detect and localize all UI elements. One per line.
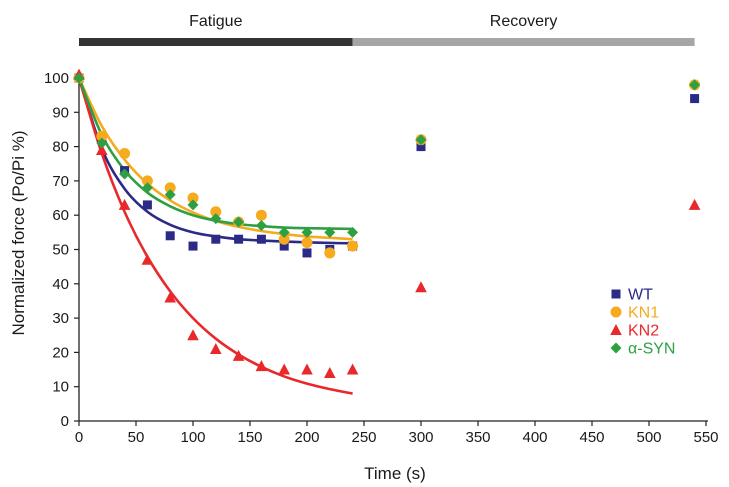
data-markers [73, 68, 701, 378]
x-tick-label: 0 [75, 429, 83, 446]
y-tick-label: 90 [52, 104, 69, 121]
y-tick-label: 20 [52, 344, 69, 361]
phase-bars: Fatigue Recovery [79, 13, 695, 46]
data-point-kn2 [278, 363, 290, 375]
data-point-kn1 [255, 209, 267, 221]
data-point-syn [187, 199, 199, 211]
data-point-wt [302, 248, 312, 258]
data-point-wt [188, 241, 198, 251]
data-point-kn1 [164, 182, 176, 194]
legend-label-kn1: KN1 [628, 305, 659, 322]
data-point-kn1 [324, 247, 336, 259]
x-tick-label: 250 [351, 429, 376, 446]
data-point-wt [211, 234, 221, 244]
legend-label-syn: α-SYN [628, 341, 675, 358]
data-point-syn [141, 182, 153, 194]
y-tick-label: 40 [52, 276, 69, 293]
legend-marker-kn2 [610, 324, 622, 335]
data-point-syn [255, 219, 267, 231]
data-point-kn2 [187, 329, 199, 341]
data-point-syn [73, 72, 85, 84]
data-point-kn1 [187, 192, 199, 204]
data-point-syn [278, 226, 290, 238]
data-point-syn [233, 216, 245, 228]
data-point-kn2 [232, 349, 245, 361]
data-point-kn2 [415, 281, 427, 293]
data-point-syn [119, 168, 131, 180]
phase-label-recovery: Recovery [490, 13, 558, 30]
data-point-kn2 [118, 198, 131, 210]
data-point-wt [165, 231, 175, 241]
x-tick-label: 400 [522, 429, 547, 446]
data-point-kn2 [141, 253, 154, 265]
data-point-kn2 [210, 342, 222, 354]
x-tick-label: 100 [180, 429, 205, 446]
axes: 0 50 100 150 200 250 300 350 400 450 500 550 0 10 20 30… [44, 70, 719, 446]
fit-line-kn2 [77, 77, 353, 395]
data-point-syn [415, 134, 427, 146]
y-axis-title: Normalized force (Po/Pi %) [9, 130, 28, 335]
x-tick-label: 300 [408, 429, 433, 446]
data-point-kn1 [96, 130, 108, 142]
data-point-syn [689, 79, 701, 91]
data-point-kn1 [347, 240, 359, 252]
data-point-wt [234, 234, 244, 244]
x-tick-label: 200 [294, 429, 319, 446]
legend-label-kn2: KN2 [628, 323, 659, 340]
x-tick-label: 350 [465, 429, 490, 446]
x-tick-label: 500 [636, 429, 661, 446]
legend-marker-syn [610, 342, 622, 354]
data-point-syn [96, 137, 108, 149]
data-point-syn [301, 226, 313, 238]
data-point-kn2 [96, 144, 108, 156]
data-point-kn2 [346, 363, 359, 375]
data-point-syn [210, 213, 222, 225]
data-point-wt [416, 142, 426, 152]
data-point-kn1 [301, 237, 313, 249]
y-tick-label: 10 [52, 379, 69, 396]
y-tick-label: 70 [52, 173, 69, 190]
data-point-syn [164, 189, 176, 201]
data-point-kn2 [164, 291, 176, 303]
data-point-kn1 [119, 147, 131, 159]
x-tick-label: 450 [579, 429, 604, 446]
data-point-syn [347, 226, 359, 238]
phase-label-fatigue: Fatigue [189, 13, 242, 30]
x-tick-label: 150 [237, 429, 262, 446]
legend-label-wt: WT [628, 287, 653, 304]
x-tick-label: 50 [128, 429, 145, 446]
data-point-wt [690, 94, 700, 104]
data-point-wt [279, 241, 289, 251]
data-point-wt [256, 234, 266, 244]
data-point-wt [142, 200, 152, 210]
data-point-kn2 [324, 366, 336, 378]
y-tick-label: 80 [52, 139, 69, 156]
data-point-kn1 [210, 206, 222, 218]
x-tick-label: 550 [693, 429, 718, 446]
y-tick-label: 30 [52, 310, 69, 327]
data-point-kn1 [278, 233, 290, 245]
data-point-kn1 [141, 175, 153, 187]
data-point-kn2 [255, 360, 268, 372]
data-point-syn [324, 226, 336, 238]
x-axis-title: Time (s) [364, 464, 426, 483]
legend-marker-wt [611, 289, 621, 299]
legend-marker-kn1 [610, 306, 622, 318]
y-tick-label: 60 [52, 207, 69, 224]
y-tick-label: 100 [44, 70, 69, 87]
phase-bar-fatigue [79, 38, 353, 46]
y-tick-label: 0 [61, 413, 69, 430]
y-tick-label: 50 [52, 242, 69, 259]
phase-bar-recovery [352, 38, 695, 46]
data-point-kn2 [688, 198, 701, 210]
data-point-kn2 [301, 363, 313, 375]
